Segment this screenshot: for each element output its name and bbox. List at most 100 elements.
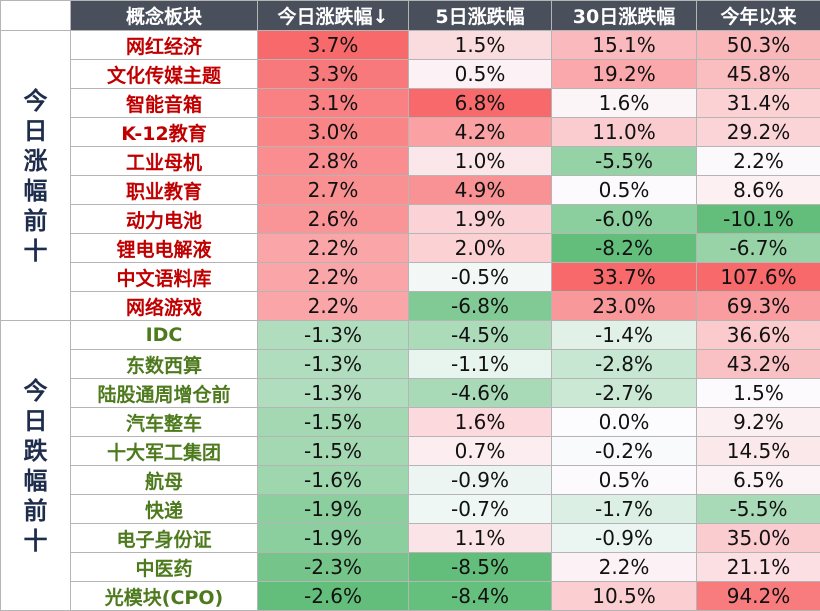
concept-name-cell[interactable]: 动力电池 <box>71 205 258 234</box>
concept-name-cell[interactable]: 职业教育 <box>71 176 258 205</box>
concept-name-cell[interactable]: 中医药 <box>71 553 258 582</box>
ytd-cell: -5.5% <box>697 495 820 524</box>
today-change-cell: -1.5% <box>258 408 409 437</box>
30d-change-cell: 15.1% <box>552 31 697 60</box>
30d-change-cell: -6.0% <box>552 205 697 234</box>
group-label-top-losers: 今日跌幅前十 <box>1 321 71 611</box>
30d-change-cell: 10.5% <box>552 582 697 611</box>
today-change-cell: 2.6% <box>258 205 409 234</box>
30d-change-cell: 11.0% <box>552 118 697 147</box>
table-row[interactable]: 东数西算-1.3%-1.1%-2.8%43.2% <box>1 350 820 379</box>
30d-change-cell: 0.0% <box>552 408 697 437</box>
today-change-cell: 2.2% <box>258 292 409 321</box>
5d-change-cell: -4.5% <box>409 321 552 350</box>
today-change-cell: 2.2% <box>258 263 409 292</box>
concept-name-cell[interactable]: 汽车整车 <box>71 408 258 437</box>
today-change-cell: 2.8% <box>258 147 409 176</box>
concept-name-cell[interactable]: 文化传媒主题 <box>71 60 258 89</box>
5d-change-cell: -1.1% <box>409 350 552 379</box>
30d-change-cell: 2.2% <box>552 553 697 582</box>
ytd-cell: 1.5% <box>697 379 820 408</box>
table-row[interactable]: 十大军工集团-1.5%0.7%-0.2%14.5% <box>1 437 820 466</box>
5d-change-cell: 0.7% <box>409 437 552 466</box>
concept-name-cell[interactable]: 网红经济 <box>71 31 258 60</box>
5d-change-cell: 1.5% <box>409 31 552 60</box>
header-today-change[interactable]: 今日涨跌幅↓ <box>258 1 409 31</box>
ytd-cell: 36.6% <box>697 321 820 350</box>
group-label-text: 今日跌幅前十 <box>23 376 49 556</box>
today-change-cell: -1.6% <box>258 466 409 495</box>
table-row[interactable]: 中医药-2.3%-8.5%2.2%21.1% <box>1 553 820 582</box>
concept-name-cell[interactable]: 工业母机 <box>71 147 258 176</box>
5d-change-cell: 4.2% <box>409 118 552 147</box>
today-change-cell: -1.9% <box>258 524 409 553</box>
concept-name-cell[interactable]: 东数西算 <box>71 350 258 379</box>
30d-change-cell: -0.9% <box>552 524 697 553</box>
today-change-cell: 2.7% <box>258 176 409 205</box>
table-row[interactable]: 快递-1.9%-0.7%-1.7%-5.5% <box>1 495 820 524</box>
concept-name-cell[interactable]: 中文语料库 <box>71 263 258 292</box>
5d-change-cell: -8.4% <box>409 582 552 611</box>
5d-change-cell: -8.5% <box>409 553 552 582</box>
ytd-cell: 29.2% <box>697 118 820 147</box>
header-5d-change[interactable]: 5日涨跌幅 <box>409 1 552 31</box>
5d-change-cell: -0.9% <box>409 466 552 495</box>
ytd-cell: 43.2% <box>697 350 820 379</box>
header-30d-change[interactable]: 30日涨跌幅 <box>552 1 697 31</box>
table-row[interactable]: 汽车整车-1.5%1.6%0.0%9.2% <box>1 408 820 437</box>
header-ytd[interactable]: 今年以来 <box>697 1 820 31</box>
concept-name-cell[interactable]: 陆股通周增仓前 <box>71 379 258 408</box>
concept-name-cell[interactable]: IDC <box>71 321 258 350</box>
table-row[interactable]: 航母-1.6%-0.9%0.5%6.5% <box>1 466 820 495</box>
30d-change-cell: -2.8% <box>552 350 697 379</box>
concept-name-cell[interactable]: K-12教育 <box>71 118 258 147</box>
ytd-cell: 21.1% <box>697 553 820 582</box>
30d-change-cell: -0.2% <box>552 437 697 466</box>
5d-change-cell: 1.1% <box>409 524 552 553</box>
ytd-cell: -6.7% <box>697 234 820 263</box>
concept-name-cell[interactable]: 光模块(CPO) <box>71 582 258 611</box>
header-concept[interactable]: 概念板块 <box>71 1 258 31</box>
30d-change-cell: -2.7% <box>552 379 697 408</box>
concept-name-cell[interactable]: 电子身份证 <box>71 524 258 553</box>
concept-name-cell[interactable]: 航母 <box>71 466 258 495</box>
today-change-cell: -2.6% <box>258 582 409 611</box>
header-corner <box>1 1 71 31</box>
5d-change-cell: 1.9% <box>409 205 552 234</box>
5d-change-cell: -0.5% <box>409 263 552 292</box>
today-change-cell: -1.5% <box>258 437 409 466</box>
30d-change-cell: 1.6% <box>552 89 697 118</box>
5d-change-cell: -6.8% <box>409 292 552 321</box>
concept-name-cell[interactable]: 十大军工集团 <box>71 437 258 466</box>
30d-change-cell: 0.5% <box>552 176 697 205</box>
table-row[interactable]: 陆股通周增仓前-1.3%-4.6%-2.7%1.5% <box>1 379 820 408</box>
today-change-cell: -1.3% <box>258 379 409 408</box>
concept-name-cell[interactable]: 快递 <box>71 495 258 524</box>
concept-name-cell[interactable]: 智能音箱 <box>71 89 258 118</box>
ytd-cell: 6.5% <box>697 466 820 495</box>
30d-change-cell: 33.7% <box>552 263 697 292</box>
today-change-cell: -1.3% <box>258 321 409 350</box>
ytd-cell: 8.6% <box>697 176 820 205</box>
table-row[interactable]: 光模块(CPO)-2.6%-8.4%10.5%94.2% <box>1 582 820 611</box>
concept-name-cell[interactable]: 网络游戏 <box>71 292 258 321</box>
concept-name-cell[interactable]: 锂电电解液 <box>71 234 258 263</box>
today-change-cell: 2.2% <box>258 234 409 263</box>
ytd-cell: 14.5% <box>697 437 820 466</box>
today-change-cell: -2.3% <box>258 553 409 582</box>
5d-change-cell: 6.8% <box>409 89 552 118</box>
table-row[interactable]: 电子身份证-1.9%1.1%-0.9%35.0% <box>1 524 820 553</box>
5d-change-cell: 2.0% <box>409 234 552 263</box>
